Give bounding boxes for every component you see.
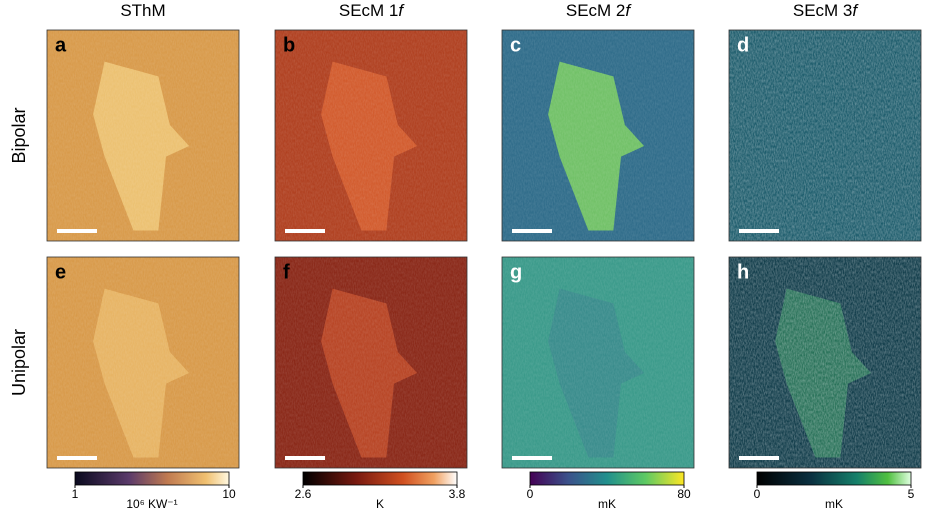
image-texture — [729, 30, 921, 241]
panel-border — [728, 256, 922, 469]
panel-border — [46, 256, 240, 469]
panel-letter: e — [55, 261, 66, 283]
colorbar-unit: mK — [825, 497, 843, 511]
header-italic: f — [625, 1, 632, 20]
scale-bar — [57, 456, 97, 460]
row-label: Unipolar — [9, 329, 29, 396]
colorbar-tick-label: 80 — [677, 487, 691, 501]
header-italic: f — [398, 1, 405, 20]
image-texture — [47, 257, 239, 468]
image-texture — [729, 257, 921, 468]
colorbar-tick-label: 10 — [222, 487, 236, 501]
scale-bar — [739, 229, 779, 233]
colorbar-tick-label: 2.6 — [295, 487, 312, 501]
panel-letter: f — [283, 261, 290, 283]
column-header: SThM — [120, 1, 165, 20]
image-texture — [275, 30, 467, 241]
scale-bar — [57, 229, 97, 233]
panel-letter: b — [283, 34, 295, 56]
colorbar — [74, 471, 230, 486]
scale-bar — [285, 229, 325, 233]
header-text: SThM — [120, 1, 165, 20]
panel-border — [274, 256, 468, 469]
scale-bar — [512, 229, 552, 233]
panel-border — [728, 29, 922, 242]
image-texture — [275, 257, 467, 468]
image-texture — [502, 257, 694, 468]
colorbar-tick-label: 5 — [908, 487, 915, 501]
column-header: SEcM 3f — [793, 1, 860, 20]
scale-bar — [512, 456, 552, 460]
colorbar — [756, 471, 912, 486]
colorbar-unit: mK — [598, 497, 616, 511]
row-label: Bipolar — [9, 107, 29, 163]
image-texture — [47, 30, 239, 241]
panel-border — [46, 29, 240, 242]
colorbar-tick-label: 1 — [72, 487, 79, 501]
colorbar-unit: 10⁶ KW⁻¹ — [126, 497, 177, 511]
panel-letter: d — [737, 34, 749, 56]
panel-border — [274, 29, 468, 242]
colorbar — [529, 471, 685, 486]
header-italic: f — [852, 1, 859, 20]
column-header: SEcM 2f — [566, 1, 633, 20]
header-text: SEcM 3 — [793, 1, 853, 20]
panel-letter: a — [55, 34, 67, 56]
header-text: SEcM 1 — [339, 1, 399, 20]
panel-letter: g — [510, 261, 522, 283]
image-texture — [502, 30, 694, 241]
colorbar-unit: K — [376, 497, 384, 511]
colorbar-tick-label: 0 — [527, 487, 534, 501]
panel-letter: h — [737, 261, 749, 283]
colorbar-tick-label: 3.8 — [449, 487, 466, 501]
column-header: SEcM 1f — [339, 1, 406, 20]
colorbar — [302, 471, 458, 486]
panel-letter: c — [510, 34, 521, 56]
scale-bar — [285, 456, 325, 460]
colorbar-tick-label: 0 — [754, 487, 761, 501]
panel-border — [501, 256, 695, 469]
scale-bar — [739, 456, 779, 460]
header-text: SEcM 2 — [566, 1, 626, 20]
panel-border — [501, 29, 695, 242]
